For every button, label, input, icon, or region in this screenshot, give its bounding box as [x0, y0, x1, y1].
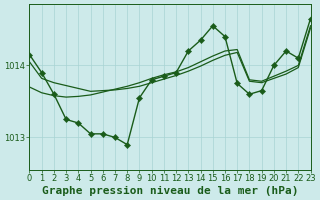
X-axis label: Graphe pression niveau de la mer (hPa): Graphe pression niveau de la mer (hPa)	[42, 186, 298, 196]
